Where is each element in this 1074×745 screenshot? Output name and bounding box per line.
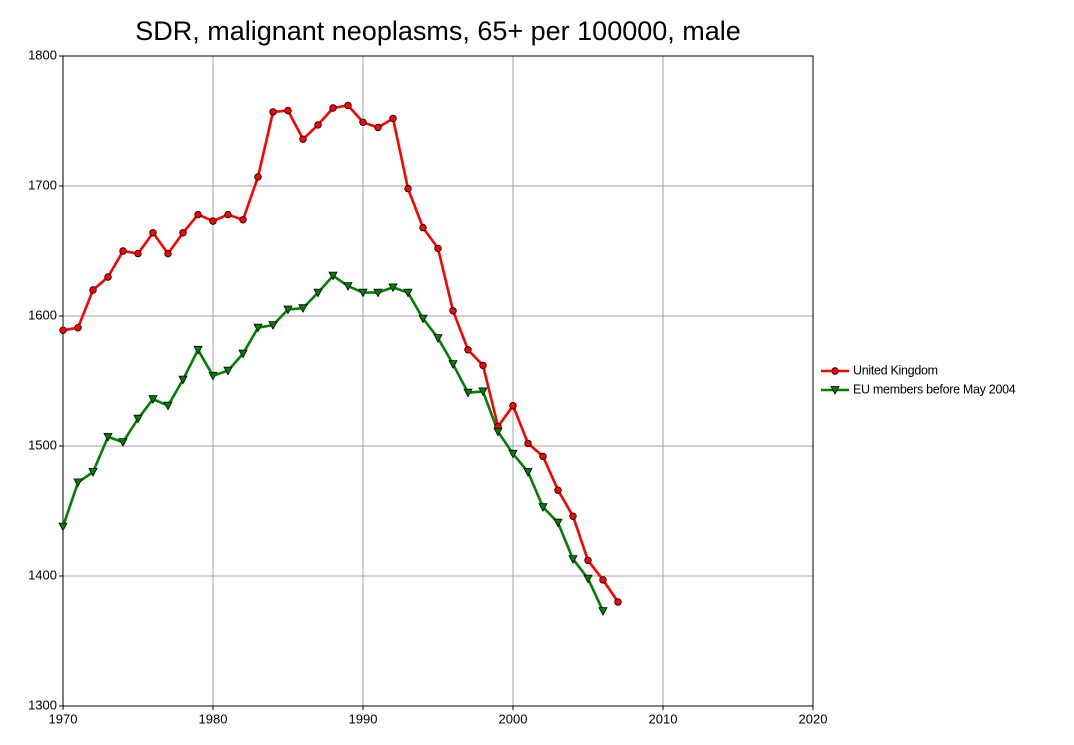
marker	[268, 321, 278, 330]
legend-marker	[830, 386, 840, 395]
marker	[614, 598, 622, 606]
marker	[388, 283, 398, 293]
marker	[554, 486, 562, 494]
marker	[418, 314, 428, 324]
marker	[118, 438, 128, 447]
marker	[358, 288, 368, 298]
chart-title: SDR, malignant neoplasms, 65+ per 100000…	[135, 16, 741, 46]
marker	[509, 402, 517, 410]
x-tick-label: 1980	[199, 711, 228, 726]
marker	[373, 288, 383, 298]
legend-marker	[831, 367, 839, 375]
y-tick-label: 1700	[28, 177, 57, 192]
marker	[313, 288, 323, 298]
marker	[74, 324, 82, 332]
x-tick-label: 1970	[49, 711, 78, 726]
marker	[223, 366, 233, 376]
marker	[374, 123, 382, 132]
marker	[463, 388, 473, 398]
series-line	[62, 104, 620, 603]
marker	[103, 433, 113, 442]
marker	[254, 173, 262, 181]
y-tick-label: 1800	[28, 47, 57, 62]
marker	[164, 249, 172, 258]
marker	[404, 184, 412, 193]
marker	[344, 101, 352, 110]
marker	[224, 210, 232, 219]
marker	[194, 210, 202, 219]
marker	[283, 305, 293, 315]
marker	[403, 288, 413, 298]
legend-label: United Kingdom	[853, 363, 938, 377]
marker	[419, 223, 427, 232]
x-tick-label: 2010	[649, 711, 678, 726]
marker	[73, 478, 83, 488]
y-tick-label: 1300	[28, 697, 57, 712]
marker	[179, 229, 187, 237]
plot-frame	[62, 55, 814, 707]
marker	[434, 244, 442, 253]
marker	[493, 427, 503, 437]
x-tick-label: 2000	[499, 711, 528, 726]
marker	[328, 271, 338, 281]
marker	[299, 135, 307, 143]
marker	[568, 555, 578, 564]
marker	[343, 282, 353, 291]
marker	[253, 323, 263, 333]
marker	[449, 307, 457, 315]
marker	[89, 286, 97, 294]
marker	[553, 518, 563, 528]
marker	[524, 439, 532, 448]
marker	[134, 249, 142, 258]
x-tick-label: 2020	[799, 711, 828, 726]
marker	[389, 114, 397, 123]
marker	[539, 452, 547, 461]
marker	[193, 345, 203, 355]
marker	[178, 375, 188, 385]
marker	[523, 468, 533, 477]
marker	[479, 361, 487, 370]
marker	[58, 522, 68, 532]
y-tick-label: 1400	[28, 567, 57, 582]
legend-label: EU members before May 2004	[853, 382, 1016, 396]
marker	[104, 273, 112, 281]
marker	[464, 346, 472, 354]
marker	[359, 118, 367, 126]
marker	[448, 360, 458, 369]
marker	[209, 217, 217, 225]
marker	[508, 449, 518, 459]
y-tick-label: 1600	[28, 307, 57, 322]
marker	[59, 326, 67, 334]
marker	[239, 216, 247, 224]
marker	[163, 401, 173, 411]
marker	[583, 574, 593, 584]
marker	[298, 304, 308, 314]
marker	[284, 106, 292, 115]
marker	[584, 556, 592, 565]
x-tick-label: 1990	[349, 711, 378, 726]
marker	[133, 414, 143, 424]
marker	[329, 104, 337, 112]
marker	[478, 387, 488, 397]
marker	[238, 349, 248, 359]
marker	[538, 503, 548, 512]
marker	[314, 121, 322, 129]
marker	[88, 468, 98, 477]
marker	[208, 371, 218, 381]
marker	[269, 108, 277, 116]
marker	[599, 576, 607, 584]
marker	[598, 607, 608, 616]
marker	[433, 334, 443, 343]
marker	[148, 395, 158, 405]
marker	[149, 229, 157, 237]
y-tick-label: 1500	[28, 437, 57, 452]
marker	[569, 512, 577, 520]
marker	[119, 247, 127, 255]
